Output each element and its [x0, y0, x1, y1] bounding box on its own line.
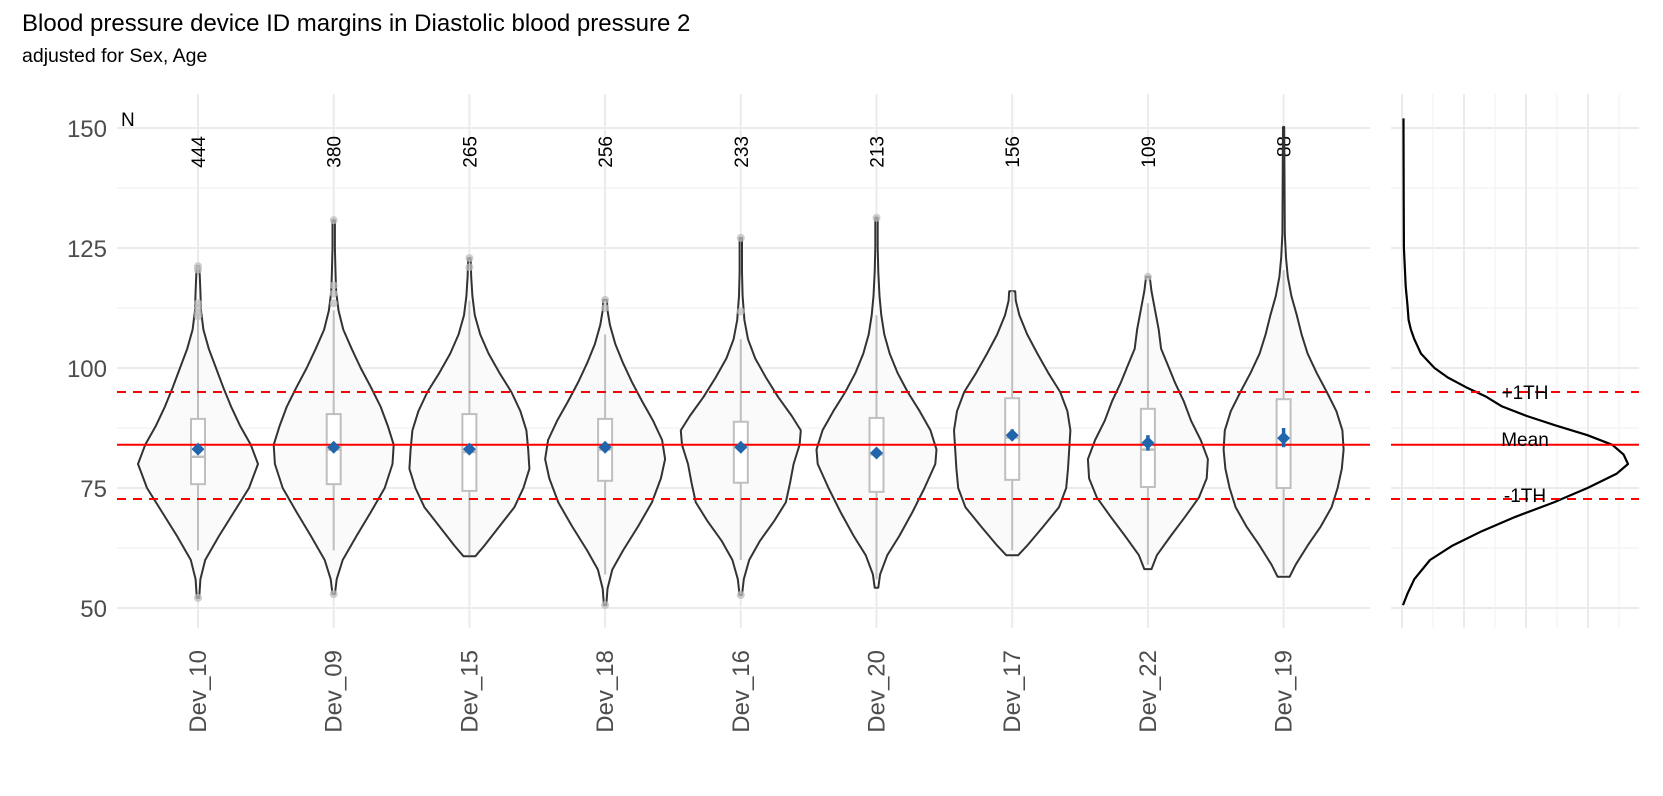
n-labels: N 44438026525623321315610988 — [121, 110, 1296, 168]
mean-diamond — [1141, 436, 1155, 450]
x-tick-label: Dev_20 — [864, 650, 891, 733]
y-axis-ticks: 50 75 100 125 150 — [67, 116, 107, 623]
outlier-point — [194, 312, 202, 321]
marginal-density-panel: +1TH Mean -1TH — [1391, 94, 1639, 628]
mean-diamond — [327, 440, 341, 454]
outlier-point — [329, 281, 338, 290]
x-tick-label: Dev_15 — [456, 650, 483, 733]
outlier-point — [601, 304, 610, 312]
mean-marker-Dev_15 — [462, 442, 476, 456]
x-tick-label: Dev_18 — [592, 650, 619, 733]
density-curve — [1401, 118, 1630, 606]
y-tick-label: 150 — [67, 116, 107, 143]
mean-marker-Dev_18 — [598, 440, 612, 454]
n-count-label: 109 — [1139, 136, 1160, 168]
y-tick-label: 75 — [80, 476, 107, 503]
n-count-label: 156 — [1003, 136, 1024, 168]
mean-diamond — [191, 442, 205, 456]
y-tick-label: 50 — [80, 596, 107, 623]
outlier-point — [736, 233, 745, 242]
n-count-label: 213 — [868, 136, 889, 168]
violins — [137, 126, 1345, 610]
x-tick-label: Dev_19 — [1271, 650, 1298, 733]
x-axis-ticks: Dev_10 Dev_09 Dev_15 Dev_18 Dev_16 Dev_20 Dev_… — [185, 650, 1298, 733]
outlier-point — [465, 263, 474, 272]
outlier-point — [736, 591, 745, 600]
outlier-point — [872, 213, 881, 222]
n-count-label: 233 — [732, 136, 753, 168]
annotation-plus-1th: +1TH — [1502, 383, 1549, 404]
annotation-mean: Mean — [1501, 430, 1549, 451]
outlier-point — [601, 295, 610, 304]
violin-Dev_10 — [137, 262, 259, 602]
violin-Dev_15 — [408, 254, 531, 558]
side-grid — [1391, 94, 1639, 628]
chart-subtitle: adjusted for Sex, Age — [22, 45, 207, 67]
mean-marker-Dev_09 — [327, 440, 341, 454]
x-tick-label: Dev_22 — [1135, 650, 1162, 733]
n-header: N — [121, 110, 135, 131]
mean-marker-Dev_20 — [870, 446, 883, 460]
outlier-point — [329, 216, 338, 225]
mean-diamond — [1277, 431, 1291, 445]
reference-lines-side — [1391, 391, 1639, 501]
x-tick-label: Dev_09 — [321, 650, 348, 733]
outlier-point — [1143, 272, 1152, 281]
outlier-point — [736, 307, 745, 316]
y-tick-label: 100 — [67, 356, 107, 383]
outlier-point — [601, 601, 610, 610]
n-count-label: 265 — [460, 136, 481, 168]
outlier-point — [329, 299, 338, 308]
x-tick-label: Dev_17 — [999, 650, 1026, 733]
outlier-point — [465, 254, 474, 263]
n-count-label: 444 — [189, 136, 210, 168]
mean-markers — [191, 428, 1291, 460]
violin-Dev_19 — [1222, 126, 1345, 578]
reference-annotations: +1TH Mean -1TH — [1501, 383, 1549, 507]
n-count-label: 256 — [596, 136, 617, 168]
mean-diamond — [1005, 428, 1019, 442]
x-tick-label: Dev_16 — [728, 650, 755, 733]
violin-Dev_20 — [815, 213, 938, 589]
mean-marker-Dev_10 — [191, 442, 205, 456]
mean-marker-Dev_16 — [734, 440, 748, 454]
violin-Dev_16 — [679, 233, 802, 600]
y-tick-label: 125 — [67, 236, 107, 263]
mean-diamond — [870, 446, 883, 460]
mean-diamond — [598, 440, 612, 454]
violin-Dev_09 — [272, 216, 395, 599]
density-curve-group — [1401, 118, 1630, 606]
outlier-point — [329, 289, 338, 298]
outlier-point — [194, 593, 202, 602]
mean-diamond — [734, 440, 748, 454]
violin-Dev_17 — [953, 290, 1072, 557]
mean-marker-Dev_19 — [1277, 428, 1291, 448]
mean-marker-Dev_17 — [1005, 428, 1019, 442]
x-tick-label: Dev_10 — [185, 650, 212, 733]
violin-Dev_22 — [1086, 272, 1209, 571]
n-count-label: 380 — [325, 136, 346, 168]
annotation-minus-1th: -1TH — [1504, 486, 1546, 507]
outlier-point — [194, 265, 202, 274]
mean-marker-Dev_22 — [1141, 435, 1155, 451]
outlier-point — [329, 590, 338, 599]
mean-diamond — [462, 442, 476, 456]
chart-title: Blood pressure device ID margins in Dias… — [22, 10, 690, 37]
